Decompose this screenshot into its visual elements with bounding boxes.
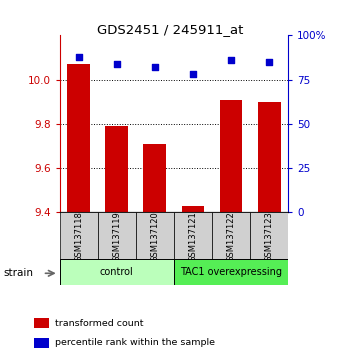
Text: GSM137121: GSM137121 [189,211,197,262]
Bar [144,144,166,212]
Bar [250,212,288,260]
Bar [105,126,128,212]
Point [76,54,81,59]
Point [190,72,196,77]
Text: TAC1 overexpressing: TAC1 overexpressing [180,267,282,277]
Text: strain: strain [3,268,33,278]
Text: percentile rank within the sample: percentile rank within the sample [55,338,214,347]
Bar [67,64,90,212]
Point [114,61,119,67]
Bar [220,99,242,212]
Point [152,64,158,70]
Bar [174,212,212,260]
Bar [181,206,204,212]
Text: GDS2451 / 245911_at: GDS2451 / 245911_at [97,23,244,36]
Text: control: control [100,267,134,277]
Text: GSM137119: GSM137119 [112,211,121,262]
Bar [174,259,288,285]
Point [266,59,272,65]
Bar [258,102,281,212]
Bar [212,212,250,260]
Text: transformed count: transformed count [55,319,143,328]
Bar [136,212,174,260]
Text: GSM137118: GSM137118 [74,211,83,262]
Bar [60,212,98,260]
Text: GSM137122: GSM137122 [226,211,236,262]
Bar [98,212,136,260]
Text: GSM137120: GSM137120 [150,211,159,262]
Point [228,57,234,63]
Text: GSM137123: GSM137123 [265,211,273,262]
Bar [60,259,174,285]
